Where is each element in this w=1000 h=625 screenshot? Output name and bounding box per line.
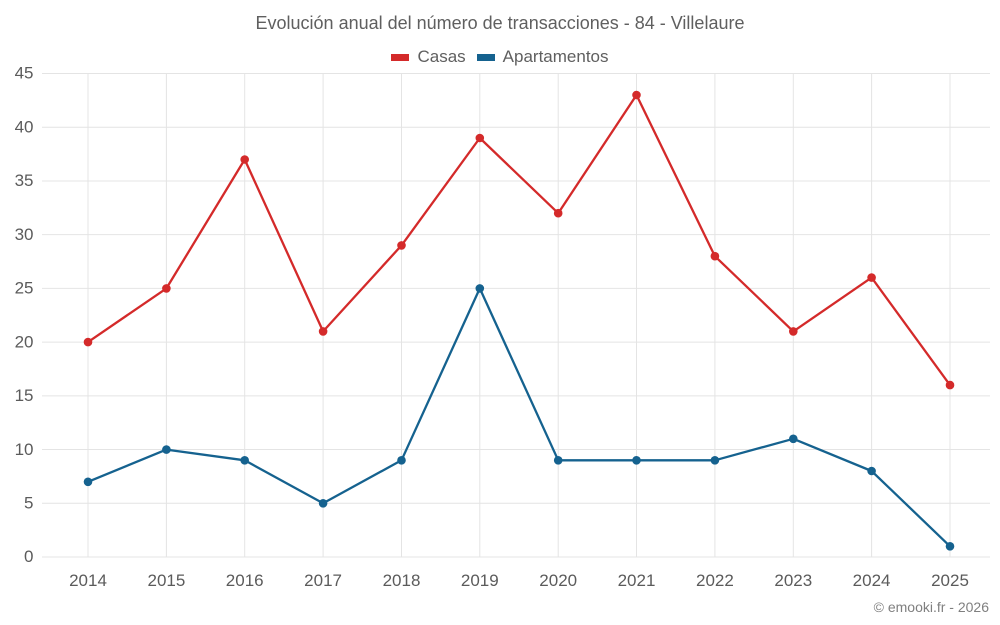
- svg-text:35: 35: [15, 171, 34, 190]
- svg-text:2021: 2021: [618, 571, 656, 590]
- svg-text:10: 10: [15, 440, 34, 459]
- svg-text:15: 15: [15, 386, 34, 405]
- svg-text:2023: 2023: [774, 571, 812, 590]
- svg-text:2020: 2020: [539, 571, 577, 590]
- svg-text:2014: 2014: [69, 571, 107, 590]
- svg-text:2019: 2019: [461, 571, 499, 590]
- svg-text:25: 25: [15, 279, 34, 298]
- svg-text:2017: 2017: [304, 571, 342, 590]
- svg-text:2015: 2015: [147, 571, 185, 590]
- svg-text:2018: 2018: [383, 571, 421, 590]
- svg-text:40: 40: [15, 117, 34, 136]
- svg-text:2016: 2016: [226, 571, 264, 590]
- svg-text:5: 5: [24, 494, 33, 513]
- svg-text:30: 30: [15, 225, 34, 244]
- svg-text:2024: 2024: [853, 571, 891, 590]
- svg-text:2022: 2022: [696, 571, 734, 590]
- svg-text:0: 0: [24, 547, 33, 566]
- svg-text:20: 20: [15, 332, 34, 351]
- svg-text:2025: 2025: [931, 571, 969, 590]
- svg-text:45: 45: [15, 64, 34, 83]
